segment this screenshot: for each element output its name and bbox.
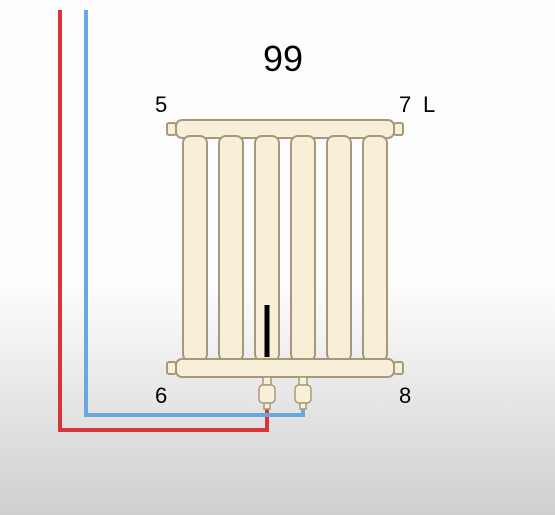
top-collector — [176, 120, 394, 138]
radiator-tube — [183, 136, 207, 361]
radiator-tube — [327, 136, 351, 361]
radiator — [167, 120, 403, 377]
valve-left-body — [259, 385, 275, 403]
endcap-bottom-right — [394, 362, 403, 374]
radiator-tube — [363, 136, 387, 361]
endcap-bottom-left — [167, 362, 176, 374]
valve-right-body — [295, 385, 311, 403]
bottom-collector — [176, 359, 394, 377]
valve-right-neck — [299, 377, 307, 385]
valve-left-stub — [264, 403, 270, 409]
diagram-svg — [0, 0, 555, 515]
valve-left-neck — [263, 377, 271, 385]
diagram-canvas: 99 5 7 L 6 8 — [0, 0, 555, 515]
valve-right-stub — [300, 403, 306, 409]
endcap-top-right — [394, 123, 403, 135]
radiator-tube — [219, 136, 243, 361]
endcap-top-left — [167, 123, 176, 135]
radiator-tube — [291, 136, 315, 361]
